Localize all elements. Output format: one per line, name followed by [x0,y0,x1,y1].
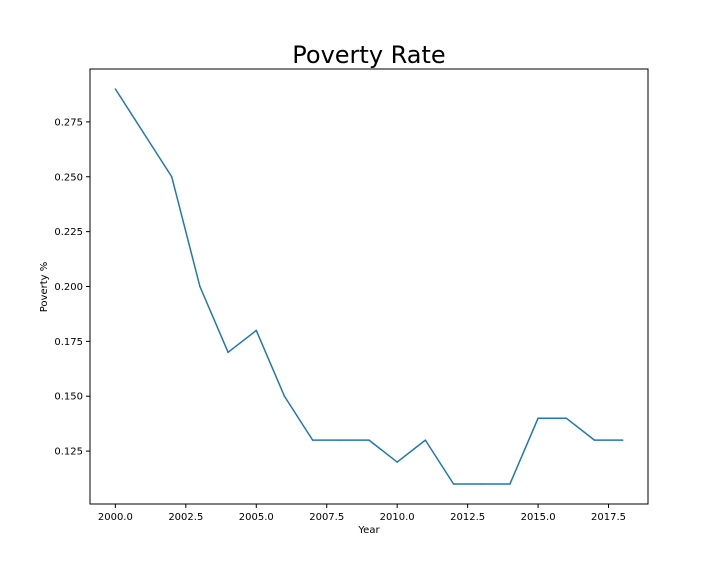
data-point [142,132,145,134]
data-point [340,439,342,441]
data-point [170,176,173,178]
y-tick-label: 0.275 [54,117,83,128]
y-tick-label: 0.200 [54,282,83,293]
y-tick-label: 0.175 [54,337,83,348]
data-point [396,461,398,463]
y-axis: 0.125 0.150 0.175 0.200 0.225 0.250 0.275 [54,117,90,458]
data-point [424,439,427,441]
y-tick-label: 0.250 [54,172,83,183]
series-line [114,88,623,485]
y-tick-label: 0.125 [54,447,83,458]
data-point [283,395,286,397]
x-tick-label: 2015.0 [521,512,556,523]
y-axis-label: Poverty % [39,262,50,313]
x-tick-label: 2012.5 [450,512,485,523]
data-point [255,329,258,332]
data-point [114,88,117,90]
data-point [199,285,201,288]
data-point [565,417,568,419]
chart-title: Poverty Rate [292,41,445,69]
y-tick-label: 0.225 [54,227,83,238]
series-layer [114,88,624,485]
y-tick-label: 0.150 [54,392,83,403]
data-point [509,483,511,485]
x-tick-label: 2010.0 [380,512,415,523]
data-point [452,483,455,485]
data-point [480,483,483,485]
data-point [537,417,539,419]
data-point [311,439,314,441]
plot-area [89,68,649,505]
x-tick-label: 2007.5 [309,512,344,523]
x-tick-label: 2005.0 [239,512,274,523]
x-tick-label: 2000.0 [98,512,133,523]
data-point [593,439,596,441]
x-axis: 2000.0 2002.5 2005.0 2007.5 2010.0 2012.5 2015… [98,504,626,523]
data-point [227,351,229,354]
data-point [368,439,370,441]
x-axis-label: Year [357,525,380,536]
x-tick-label: 2017.5 [591,512,626,523]
data-point [621,439,624,441]
x-tick-label: 2002.5 [168,512,203,523]
